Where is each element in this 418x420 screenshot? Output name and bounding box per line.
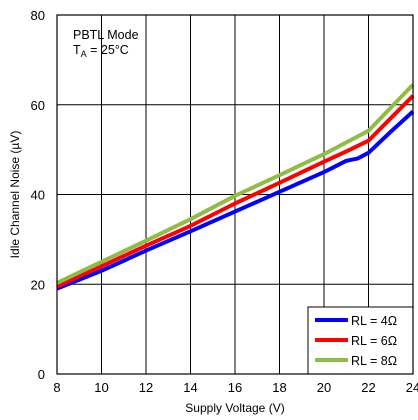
legend: RL = 4Ω RL = 6Ω RL = 8Ω (307, 306, 414, 375)
plot-frame (56, 14, 414, 375)
x-tick-label: 18 (272, 380, 286, 395)
x-tick-label: 14 (183, 380, 197, 395)
y-tick-label: 80 (31, 8, 45, 23)
series-line (56, 83, 415, 285)
annotation-temperature: TA = 25°C (73, 43, 129, 59)
x-tick-label: 24 (406, 380, 418, 395)
y-tick-label: 40 (31, 188, 45, 203)
annotation-mode: PBTL Mode (73, 28, 139, 42)
y-tick-label: 60 (31, 98, 45, 113)
x-tick-label: 8 (53, 380, 60, 395)
legend-label: RL = 6Ω (351, 334, 397, 348)
x-axis-label: Supply Voltage (V) (185, 401, 284, 415)
tick-labels: 8 10 12 14 16 18 20 22 24 0 20 40 60 80 (31, 8, 418, 395)
x-tick-label: 10 (94, 380, 108, 395)
y-tick-label: 20 (31, 277, 45, 292)
x-tick-label: 12 (139, 380, 153, 395)
series-line (56, 94, 415, 289)
x-tick-label: 22 (361, 380, 375, 395)
y-tick-label: 0 (38, 367, 45, 382)
series-lines (56, 83, 415, 291)
annotation-temp-value: = 25°C (87, 43, 129, 57)
legend-label: RL = 4Ω (351, 314, 397, 328)
legend-label: RL = 8Ω (351, 354, 397, 368)
x-tick-label: 20 (317, 380, 331, 395)
series-line (56, 110, 415, 291)
y-axis-label: Idle Channel Noise (µV) (8, 131, 22, 259)
x-tick-label: 16 (228, 380, 242, 395)
annotation-temp-subscript: A (81, 49, 87, 59)
annotation: PBTL Mode TA = 25°C (73, 28, 139, 59)
annotation-temp-symbol: T (73, 43, 81, 57)
